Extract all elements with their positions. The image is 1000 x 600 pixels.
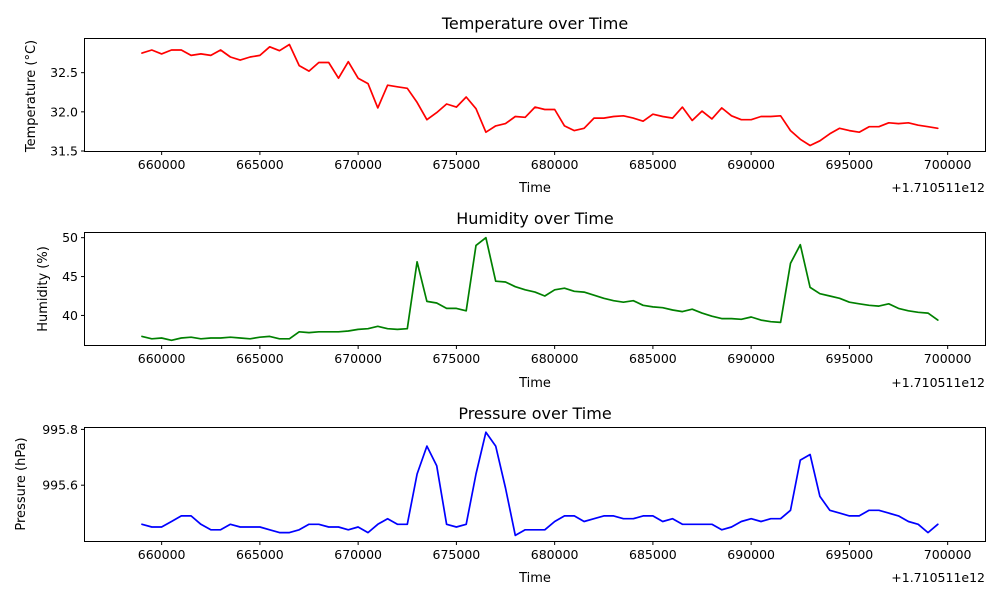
temperature-y-axis-label: Temperature (°C) — [24, 40, 39, 153]
temperature-x-tick-label: 695000 — [826, 157, 874, 172]
pressure-x-tick-label: 690000 — [727, 547, 775, 562]
humidity-x-offset-label: +1.710511e12 — [891, 375, 985, 390]
temperature-x-offset-label: +1.710511e12 — [891, 180, 985, 195]
humidity-y-tick-label: 45 — [62, 269, 78, 284]
pressure-axis-ticks: 660000 665000 670000 675000 680000 685000 6900… — [42, 422, 971, 562]
pressure-x-tick-label: 665000 — [236, 547, 284, 562]
temperature-x-tick-label: 700000 — [924, 157, 972, 172]
humidity-chart-title: Humidity over Time — [456, 209, 614, 228]
temperature-y-tick-label: 31.5 — [50, 144, 78, 159]
humidity-plot-frame — [84, 232, 986, 346]
pressure-y-tick-label: 995.6 — [42, 478, 78, 493]
temperature-x-tick-label: 675000 — [433, 157, 481, 172]
pressure-x-tick-label: 685000 — [629, 547, 677, 562]
humidity-panel: Humidity over Time Humidity (%) Time +1.… — [36, 209, 986, 391]
temperature-x-tick-label: 680000 — [531, 157, 579, 172]
humidity-y-axis-label: Humidity (%) — [36, 246, 51, 332]
humidity-plot-area — [141, 236, 939, 342]
pressure-y-axis-label: Pressure (hPa) — [14, 437, 29, 530]
pressure-x-tick-label: 670000 — [334, 547, 382, 562]
temperature-plot-frame — [84, 38, 986, 152]
temperature-x-tick-label: 690000 — [727, 157, 775, 172]
humidity-x-tick-label: 670000 — [334, 351, 382, 366]
humidity-x-tick-label: 700000 — [924, 351, 972, 366]
temperature-panel: Temperature over Time Temperature (°C) T… — [24, 14, 986, 196]
temperature-x-tick-label: 670000 — [334, 157, 382, 172]
pressure-x-offset-label: +1.710511e12 — [891, 570, 985, 585]
temperature-x-tick-label: 685000 — [629, 157, 677, 172]
temperature-x-tick-label: 660000 — [138, 157, 186, 172]
humidity-series-line — [141, 236, 939, 342]
humidity-x-tick-label: 695000 — [826, 351, 874, 366]
pressure-y-tick-label: 995.8 — [42, 422, 78, 437]
pressure-series-line — [141, 431, 939, 537]
temperature-x-tick-label: 665000 — [236, 157, 284, 172]
temperature-plot-area — [141, 43, 939, 147]
temperature-series-line — [141, 43, 939, 147]
pressure-x-tick-label: 675000 — [433, 547, 481, 562]
temperature-y-tick-label: 32.5 — [50, 65, 78, 80]
humidity-x-tick-label: 665000 — [236, 351, 284, 366]
pressure-x-tick-label: 680000 — [531, 547, 579, 562]
pressure-x-tick-label: 660000 — [138, 547, 186, 562]
humidity-x-tick-label: 685000 — [629, 351, 677, 366]
pressure-chart-title: Pressure over Time — [458, 404, 611, 423]
temperature-x-axis-label: Time — [518, 181, 551, 196]
pressure-plot-area — [141, 431, 939, 537]
pressure-x-axis-label: Time — [518, 571, 551, 586]
humidity-x-tick-label: 690000 — [727, 351, 775, 366]
pressure-x-tick-label: 695000 — [826, 547, 874, 562]
pressure-plot-frame — [84, 427, 986, 542]
temperature-y-tick-label: 32.0 — [50, 104, 78, 119]
temperature-chart-title: Temperature over Time — [441, 14, 628, 33]
humidity-x-tick-label: 660000 — [138, 351, 186, 366]
humidity-y-tick-label: 50 — [62, 230, 78, 245]
humidity-x-tick-label: 675000 — [433, 351, 481, 366]
humidity-x-axis-label: Time — [518, 376, 551, 391]
humidity-y-tick-label: 40 — [62, 308, 78, 323]
humidity-axis-ticks: 660000 665000 670000 675000 680000 685000 6900… — [62, 230, 971, 366]
pressure-panel: Pressure over Time Pressure (hPa) Time +… — [14, 404, 986, 586]
pressure-x-tick-label: 700000 — [924, 547, 972, 562]
humidity-x-tick-label: 680000 — [531, 351, 579, 366]
temperature-axis-ticks: 660000 665000 670000 675000 680000 685000 6900… — [50, 65, 971, 172]
